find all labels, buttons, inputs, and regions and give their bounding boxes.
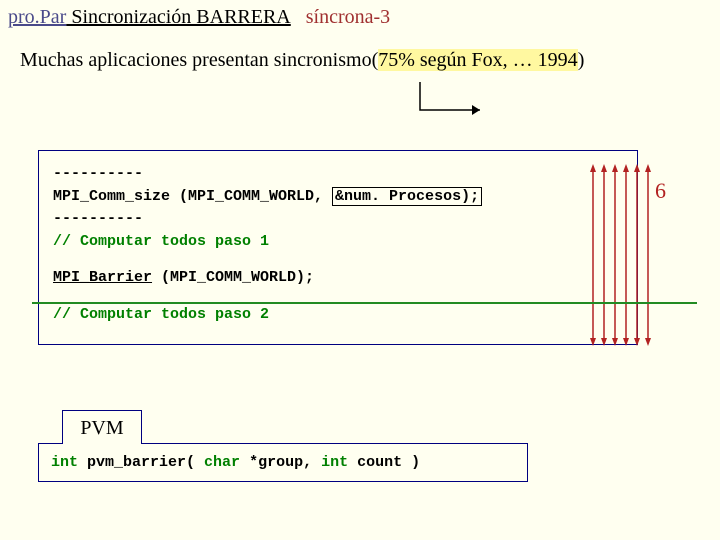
pvm-mid: *group, — [240, 454, 321, 471]
mpi-code-block: ---------- MPI_Comm_size (MPI_COMM_WORLD… — [38, 150, 638, 345]
pvm-code-block: int pvm_barrier( char *group, int count … — [38, 443, 528, 482]
pvm-kw1: int — [51, 454, 78, 471]
pvm-kw3: int — [321, 454, 348, 471]
code-dash1: ---------- — [53, 163, 623, 186]
subtitle-highlight: 75% según Fox, … 1994 — [378, 49, 577, 71]
pvm-fn: pvm_barrier( — [78, 454, 204, 471]
spacer — [53, 253, 623, 267]
code-barrier-fn: MPI_Barrier — [53, 269, 152, 286]
subtitle: Muchas aplicaciones presentan sincronism… — [0, 33, 720, 80]
code-dash2: ---------- — [53, 208, 623, 231]
slide-header: pro.Par Sincronización BARRERA síncrona-… — [0, 0, 720, 33]
subtitle-suffix: ) — [578, 49, 585, 71]
barrier-line — [32, 302, 697, 304]
code-size-prefix: MPI_Comm_size (MPI_COMM_WORLD, — [53, 188, 332, 205]
code-mpi-size: MPI_Comm_size (MPI_COMM_WORLD, &num. Pro… — [53, 186, 623, 209]
code-barrier-line: MPI_Barrier (MPI_COMM_WORLD); — [53, 267, 623, 290]
header-part2: Sincronización BARRERA — [66, 6, 290, 28]
header-part1: pro.Par — [8, 6, 66, 28]
code-size-arg-box: &num. Procesos); — [332, 187, 482, 206]
arrow-down-right — [410, 80, 510, 130]
thread-count-label: 6 — [655, 178, 666, 204]
code-barrier-rest: (MPI_COMM_WORLD); — [152, 269, 314, 286]
pvm-rest: count ) — [348, 454, 420, 471]
code-comment2: // Computar todos paso 2 — [53, 304, 623, 327]
pvm-kw2: char — [204, 454, 240, 471]
subtitle-prefix: Muchas aplicaciones presentan sincronism… — [20, 49, 378, 71]
code-comment1: // Computar todos paso 1 — [53, 231, 623, 254]
pvm-label: PVM — [62, 410, 142, 444]
header-part3: síncrona-3 — [306, 6, 390, 28]
